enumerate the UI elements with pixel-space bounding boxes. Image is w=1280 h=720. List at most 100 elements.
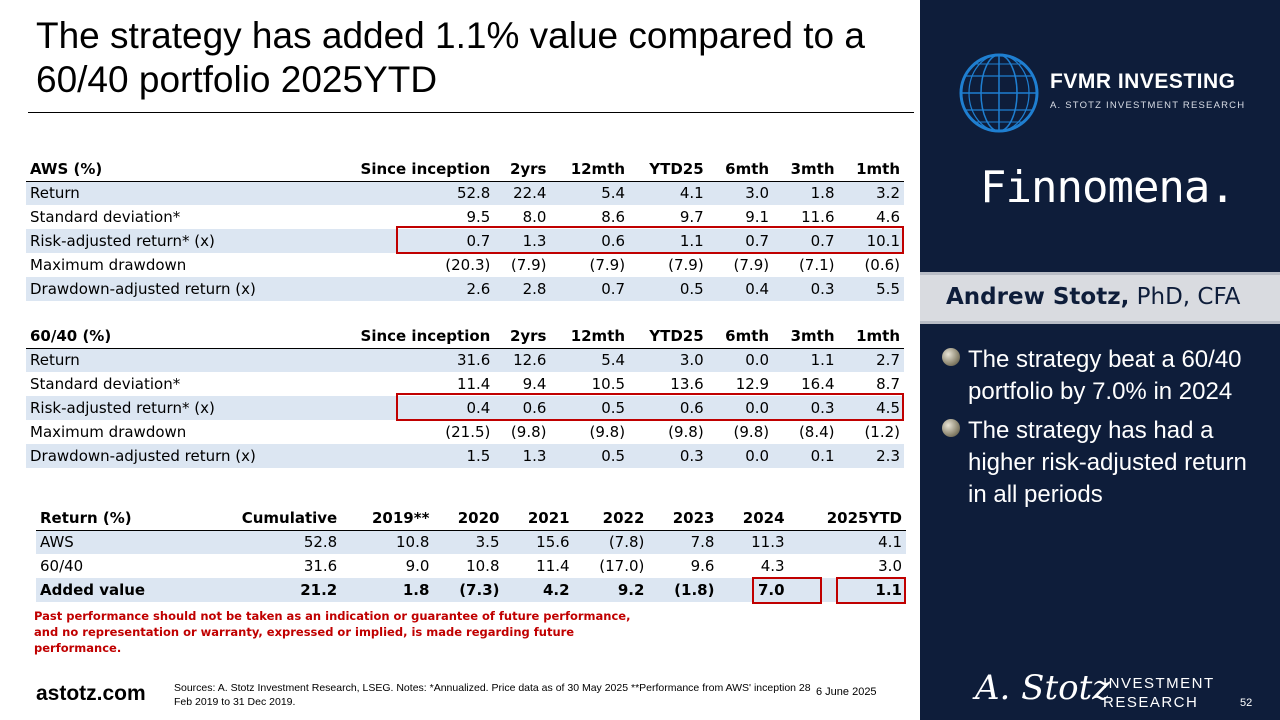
column-header: Since inception [320, 324, 495, 349]
table-cell: (7.8) [573, 530, 649, 554]
table-cell: 0.7 [707, 229, 774, 253]
table-header-row: Return (%) Cumulative 2019** 2020 2021 2… [36, 506, 906, 531]
highlight-box-aws-risk-adjusted [396, 226, 904, 254]
row-label: Standard deviation* [30, 208, 181, 226]
table-cell: 0.6 [629, 396, 708, 420]
table-cell: 10.8 [341, 530, 434, 554]
column-header: 1mth [838, 324, 904, 349]
table-cell: 10.8 [466, 557, 500, 575]
table-cell: 3.0 [878, 557, 902, 575]
disclaimer: Past performance should not be taken as … [34, 609, 631, 655]
table-cell: 8.6 [601, 208, 626, 226]
table-cell: 2.7 [838, 348, 904, 372]
table-cell: 9.4 [522, 375, 547, 393]
row-label: AWS [36, 530, 196, 554]
table-cell: 4.2 [503, 578, 574, 602]
column-header: 12mth [550, 157, 630, 182]
table-cell: 21.2 [195, 578, 342, 602]
table-cell: (7.3) [433, 578, 504, 602]
column-header: 2022 [573, 506, 649, 531]
table-cell: 4.1 [788, 530, 906, 554]
table-cell: 3.5 [433, 530, 504, 554]
bullet-text: The strategy has had a higher risk-adjus… [968, 417, 1247, 508]
table-header-row: 60/40 (%) Since inception 2yrs 12mth YTD… [26, 324, 904, 349]
table-cell: 11.4 [536, 557, 570, 575]
table-cell: 11.3 [718, 530, 789, 554]
table-cell: 2.6 [320, 277, 495, 301]
footer-sources: Sources: A. Stotz Investment Research, L… [174, 682, 811, 708]
table-cell: 9.2 [573, 578, 649, 602]
table-cell: 52.8 [320, 181, 495, 205]
signature-logo: A. Stotz [975, 668, 1111, 708]
table-cell: 10.5 [591, 375, 626, 393]
list-item: The strategy has had a higher risk-adjus… [940, 415, 1260, 511]
table-row: Risk-adjusted return* (x) 0.7 1.3 0.6 1.… [26, 229, 904, 253]
table-cell: 1.1 [773, 348, 839, 372]
row-label: Standard deviation* [30, 375, 181, 393]
table-cell: 8.0 [522, 208, 547, 226]
table-cell: 4.6 [876, 208, 900, 226]
footer-date: 6 June 2025 [816, 686, 877, 698]
fvmr-logo-text: FVMR INVESTING [1050, 70, 1236, 93]
table-cell: 11.4 [456, 375, 491, 393]
table-cell: 12.9 [735, 375, 770, 393]
table-cell: 7.8 [648, 530, 719, 554]
table-cell: 12.6 [494, 348, 551, 372]
column-header: Return (%) [36, 506, 196, 531]
annual-returns-table: Return (%) Cumulative 2019** 2020 2021 2… [36, 506, 906, 602]
highlight-box-sixty-forty-risk-adjusted [396, 393, 904, 421]
table-cell: 0.7 [320, 229, 495, 253]
highlight-box-2025ytd-added-value [836, 577, 906, 604]
table-cell: 0.5 [629, 277, 708, 301]
table-cell: 0.7 [773, 229, 839, 253]
table-cell: 9.6 [690, 557, 715, 575]
column-header: 1mth [838, 157, 904, 182]
bullet-text: The strategy beat a 60/40 portfolio by 7… [968, 346, 1242, 405]
row-label: Return [26, 181, 321, 205]
table-cell: 13.6 [670, 375, 704, 393]
table-row: Maximum drawdown (21.5) (9.8) (9.8) (9.8… [26, 420, 904, 444]
column-header: YTD25 [629, 157, 708, 182]
table-cell: 0.6 [550, 229, 630, 253]
table-cell: 9.0 [405, 557, 430, 575]
bullet-icon [942, 419, 960, 437]
table-cell: 1.8 [773, 181, 839, 205]
table-cell: 5.4 [550, 181, 630, 205]
table-cell: (17.0) [599, 557, 645, 575]
row-label: Return [26, 348, 321, 372]
side-panel [920, 0, 1280, 720]
column-header: 2020 [433, 506, 504, 531]
column-header: 12mth [550, 324, 630, 349]
presenter-credentials: PhD, CFA [1129, 284, 1241, 310]
table-cell: (7.9) [510, 256, 547, 274]
page-number: 52 [1240, 697, 1253, 709]
table-cell: 0.7 [550, 277, 630, 301]
sixty-forty-stats-table: 60/40 (%) Since inception 2yrs 12mth YTD… [26, 324, 904, 468]
table-cell: 16.4 [801, 375, 835, 393]
table-row: Drawdown-adjusted return (x) 1.5 1.3 0.5… [26, 444, 904, 468]
research-logo-text: INVESTMENT RESEARCH [1103, 674, 1215, 712]
research-logo-line2: RESEARCH [1103, 694, 1199, 711]
column-header: 2023 [648, 506, 719, 531]
row-label: Added value [36, 578, 196, 602]
table-cell: 0.0 [707, 396, 774, 420]
table-cell: 5.5 [838, 277, 904, 301]
table-cell: 1.1 [788, 578, 906, 602]
table-cell: 3.2 [838, 181, 904, 205]
table-cell: 1.5 [320, 444, 495, 468]
table-row: Return 52.8 22.4 5.4 4.1 3.0 1.8 3.2 [26, 181, 904, 205]
table-cell: 1.1 [629, 229, 708, 253]
table-cell: 1.3 [494, 444, 551, 468]
column-header: 3mth [773, 157, 839, 182]
table-row: Standard deviation* 9.5 8.0 8.6 9.7 9.1 … [26, 205, 904, 229]
table-cell: 4.1 [629, 181, 708, 205]
row-label: 60/40 [40, 557, 84, 575]
table-cell: 2.3 [838, 444, 904, 468]
row-label: Risk-adjusted return* (x) [26, 229, 321, 253]
table-cell: 3.0 [707, 181, 774, 205]
table-cell: (7.9) [589, 256, 626, 274]
table-cell: 1.3 [494, 229, 551, 253]
table-cell: (7.1) [798, 256, 835, 274]
footer-brand: astotz.com [36, 682, 146, 705]
